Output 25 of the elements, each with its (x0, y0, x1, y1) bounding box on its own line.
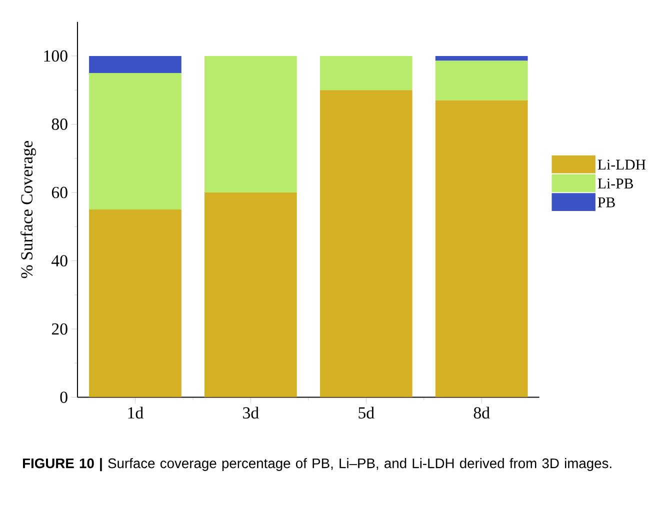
bar (435, 56, 528, 61)
legend-label: Li-PB (598, 178, 633, 188)
text: FIGURE 10 | Surface coverage percentage of PB, Li–PB, and Li-LDH derived from 3D images. (22, 458, 612, 471)
bar (89, 72, 182, 210)
y-tick-label: 100 (44, 50, 68, 62)
bar (89, 209, 182, 398)
bar (320, 56, 412, 90)
y-tick-label: 60 (52, 186, 68, 198)
x-tick-label: 1d (128, 406, 144, 418)
bar (320, 90, 412, 398)
bar (435, 60, 528, 100)
legend-label: PB (598, 197, 615, 208)
bar (435, 100, 528, 398)
bar (204, 192, 297, 398)
x-tick-label: 3d (243, 406, 259, 418)
x-tick-label: 8d (474, 406, 490, 418)
y-tick-label: 80 (52, 118, 68, 130)
bar (204, 56, 297, 192)
legend-label: Li-LDH (598, 159, 646, 170)
bar (89, 56, 182, 73)
x-tick-label: 5d (358, 406, 374, 418)
y-tick-label: 0 (60, 391, 68, 403)
y-tick-label: 20 (52, 323, 68, 334)
y-axis-title: % Surface Coverage (20, 140, 36, 278)
y-tick-label: 40 (52, 254, 68, 266)
